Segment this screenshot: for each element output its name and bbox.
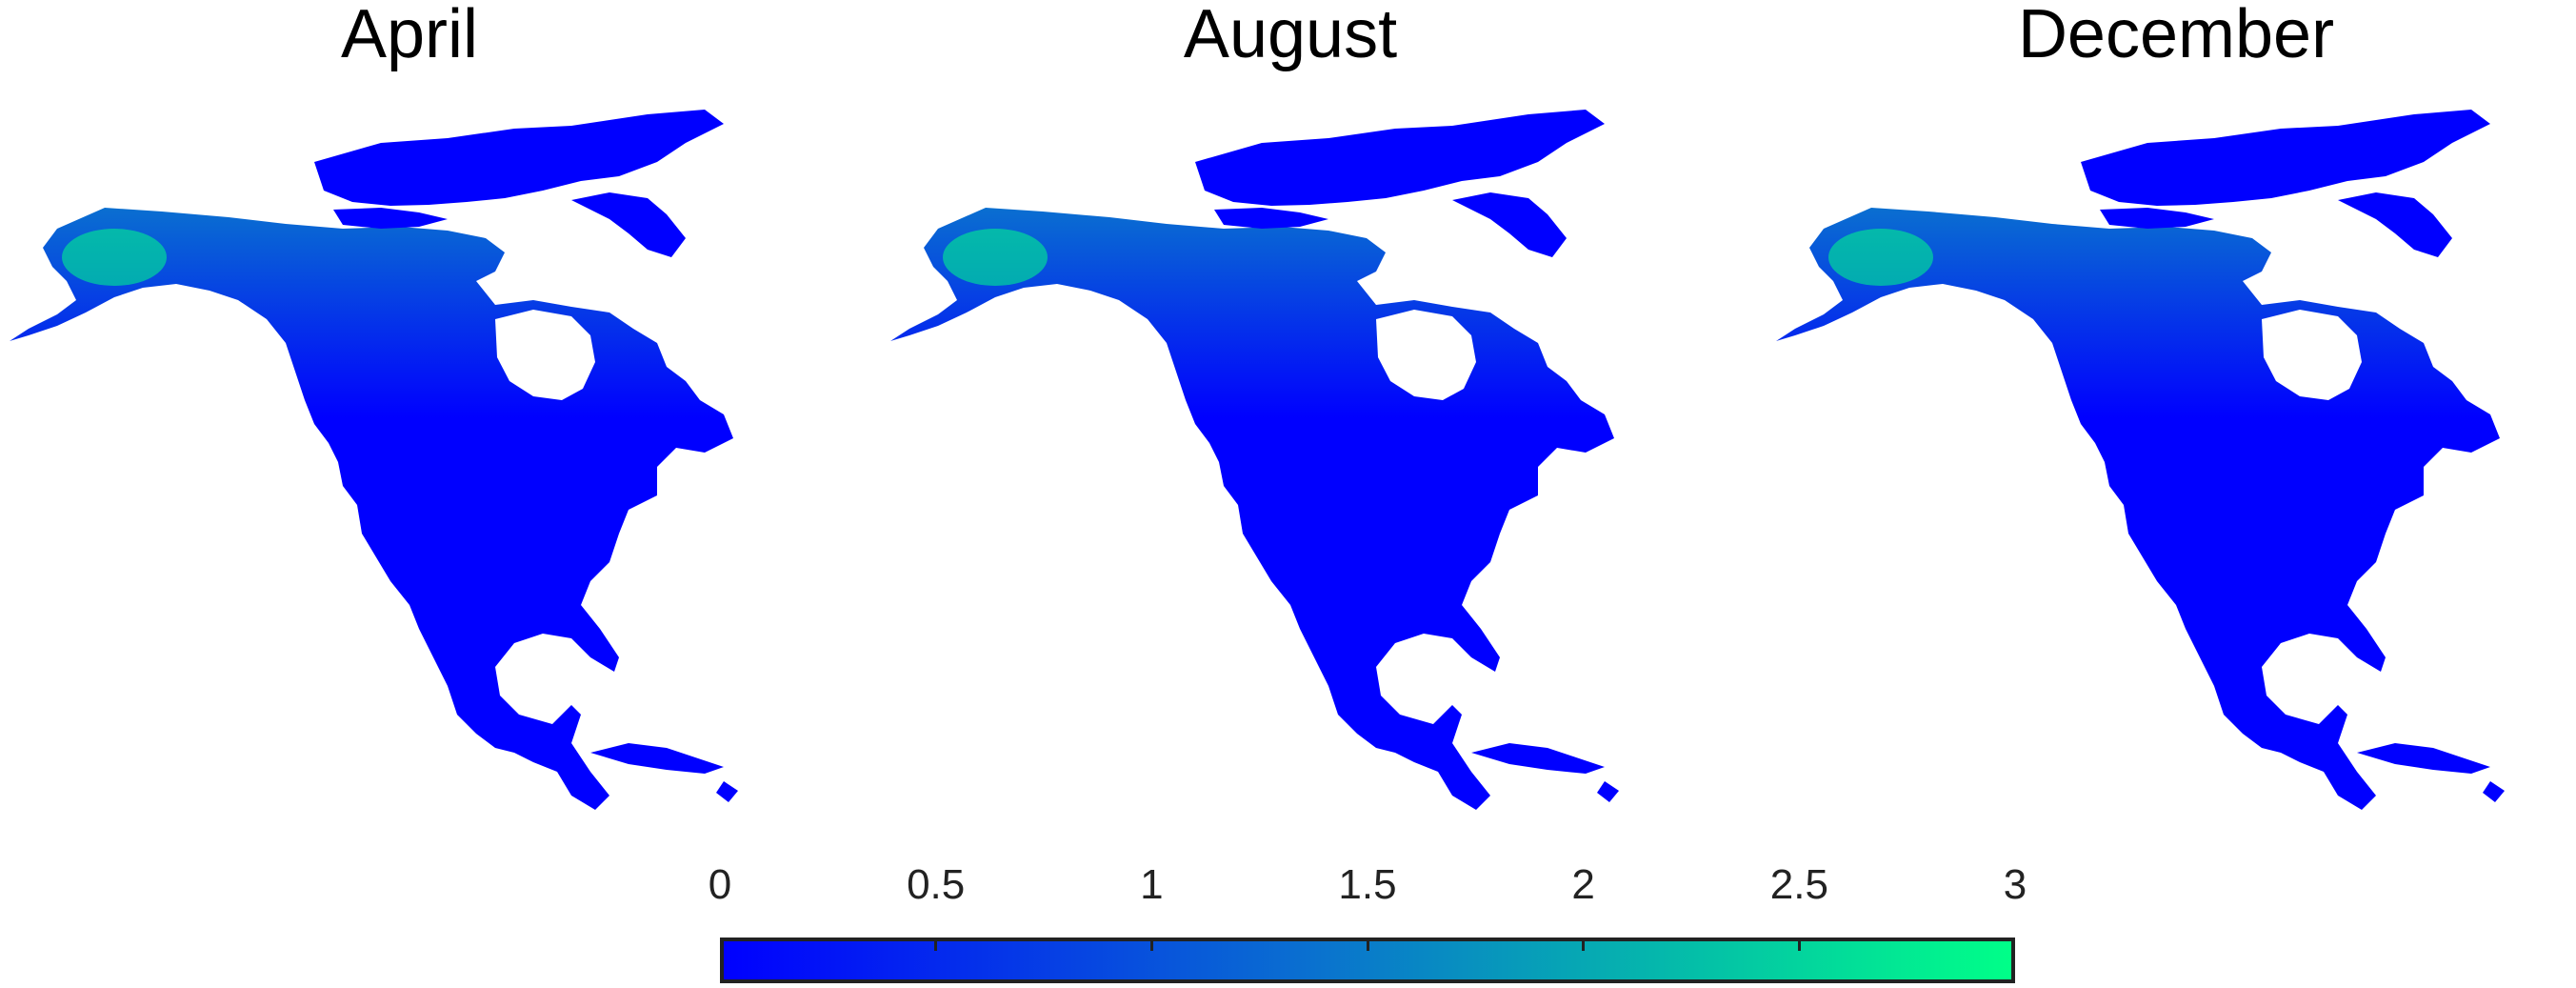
landmass — [10, 110, 738, 810]
colorbar-tick-label: 2.5 — [1769, 861, 1828, 908]
mainland — [890, 208, 1614, 810]
map-panel-august: August — [881, 0, 1738, 857]
island — [2338, 192, 2452, 257]
colorbar-tick-mark — [1797, 938, 1801, 951]
island — [2081, 110, 2490, 206]
north-america-map — [890, 110, 1619, 810]
alaska-highlight — [62, 229, 167, 286]
island — [314, 110, 724, 206]
mainland — [1776, 208, 2500, 810]
island — [1597, 781, 1619, 802]
island — [1195, 110, 1605, 206]
landmass — [890, 110, 1619, 810]
north-america-map — [1776, 110, 2505, 810]
panel-title: April — [340, 0, 479, 72]
colorbar-tick-label: 1 — [1140, 861, 1164, 908]
colorbar-tick-mark — [1366, 938, 1369, 951]
island — [1214, 208, 1328, 229]
island — [2100, 208, 2214, 229]
colorbar-tick-label: 1.5 — [1338, 861, 1397, 908]
island — [716, 781, 738, 802]
north-america-map — [10, 110, 738, 810]
mainland — [10, 208, 733, 810]
colorbar-tick-label: 0.5 — [907, 861, 966, 908]
landmass — [1776, 110, 2505, 810]
colorbar-tick-mark — [934, 938, 938, 951]
colorbar-tick-mark — [1582, 938, 1586, 951]
colorbar-tick-label: 0 — [708, 861, 732, 908]
alaska-highlight — [943, 229, 1048, 286]
panel-title: August — [1183, 0, 1398, 72]
alaska-highlight — [1828, 229, 1933, 286]
island — [571, 192, 686, 257]
island — [1471, 743, 1605, 774]
colorbar-ticks — [720, 938, 2015, 983]
island — [333, 208, 448, 229]
island — [590, 743, 724, 774]
hudson-bay — [2262, 310, 2362, 400]
island — [2357, 743, 2490, 774]
hudson-bay — [495, 310, 595, 400]
panel-title: December — [2017, 0, 2335, 72]
colorbar-tick-label: 3 — [2003, 861, 2027, 908]
colorbar-tick-label: 2 — [1571, 861, 1595, 908]
colorbar: 0 0.5 1 1.5 2 2.5 3 — [667, 857, 2027, 988]
island — [1452, 192, 1567, 257]
map-panel-december: December — [1767, 0, 2576, 857]
island — [2483, 781, 2505, 802]
hudson-bay — [1376, 310, 1476, 400]
colorbar-tick-mark — [1149, 938, 1153, 951]
map-panel-april: April — [0, 0, 857, 857]
